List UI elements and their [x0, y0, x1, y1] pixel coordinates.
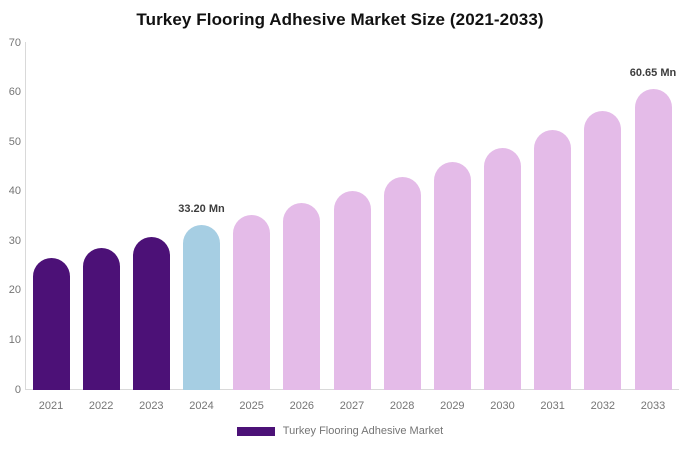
bar-2030[interactable]	[484, 147, 521, 390]
y-tick-label: 40	[8, 185, 21, 198]
y-tick-label: 30	[8, 234, 21, 247]
bar-2021[interactable]	[32, 257, 70, 390]
y-tick-label: 70	[8, 36, 21, 49]
bar-2025[interactable]	[233, 214, 271, 390]
bar-2032[interactable]	[584, 110, 622, 390]
y-tick-label: 60	[8, 86, 21, 99]
bar-2029[interactable]	[433, 162, 471, 390]
bar-2031[interactable]	[534, 130, 572, 390]
x-tick-label-2024: 2024	[189, 400, 214, 412]
x-tick-label-2026: 2026	[289, 400, 315, 412]
value-label-2024: 33.20 Mn	[178, 203, 225, 216]
x-tick-label-2033: 2033	[640, 400, 666, 412]
bar-2022[interactable]	[82, 247, 120, 390]
x-tick-label-2030: 2030	[490, 400, 515, 412]
x-tick-label-2032: 2032	[590, 400, 616, 412]
x-tick-label-2025: 2025	[239, 400, 264, 412]
y-tick-label: 50	[8, 135, 21, 148]
x-tick-label-2031: 2031	[540, 400, 565, 412]
x-tick-label-2021: 2021	[38, 400, 64, 412]
bar-2023[interactable]	[132, 237, 170, 390]
bar-2024[interactable]	[183, 225, 220, 390]
legend-swatch	[236, 426, 275, 436]
bar-2028[interactable]	[383, 176, 421, 390]
x-tick-label-2027: 2027	[339, 400, 365, 412]
x-tick-label-2023: 2023	[139, 400, 164, 412]
bar-2027[interactable]	[333, 190, 371, 390]
y-tick-label: 10	[8, 333, 21, 346]
y-tick-label: 0	[14, 383, 21, 396]
value-label-2033: 60.65 Mn	[629, 67, 677, 80]
y-tick-label: 20	[8, 284, 21, 297]
x-tick-label-2022: 2022	[88, 400, 114, 412]
legend-label: Turkey Flooring Adhesive Market	[282, 425, 444, 437]
x-tick-label-2029: 2029	[440, 400, 465, 412]
x-tick-label-2028: 2028	[389, 400, 415, 412]
chart-title: Turkey Flooring Adhesive Market Size (20…	[136, 10, 544, 29]
bar-2026[interactable]	[283, 203, 321, 390]
bar-2033[interactable]	[634, 89, 672, 390]
legend-item[interactable]: Turkey Flooring Adhesive Market	[0, 425, 680, 437]
